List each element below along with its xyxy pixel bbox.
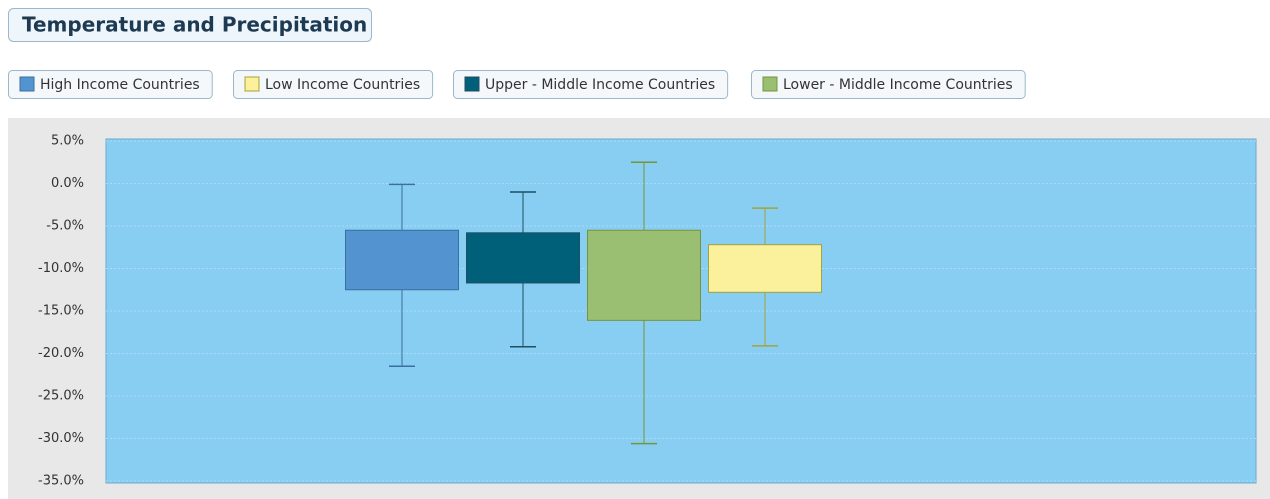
- title-box: [8, 8, 372, 42]
- box: [708, 244, 822, 293]
- y-tick-label: -15.0%: [38, 304, 84, 319]
- legend-label: Lower - Middle Income Countries: [783, 77, 1013, 93]
- legend-item: [453, 70, 729, 99]
- box: [345, 229, 459, 291]
- y-tick-label: -20.0%: [38, 346, 84, 361]
- y-tick-label: 5.0%: [51, 134, 84, 149]
- legend-swatch: [762, 76, 778, 92]
- legend-label: Low Income Countries: [265, 77, 420, 93]
- y-tick-label: -5.0%: [46, 219, 84, 234]
- chart-title: Temperature and Precipitation: [22, 13, 367, 37]
- legend-item: [8, 70, 213, 99]
- y-tick-label: -35.0%: [38, 474, 84, 489]
- legend-item: [751, 70, 1026, 99]
- legend-swatch: [19, 76, 35, 92]
- y-tick-label: -25.0%: [38, 389, 84, 404]
- y-tick-label: -30.0%: [38, 431, 84, 446]
- y-tick-label: 0.0%: [51, 176, 84, 191]
- legend-swatch: [244, 76, 260, 92]
- box: [587, 229, 701, 321]
- legend-item: [233, 70, 434, 99]
- legend-swatch: [464, 76, 480, 92]
- legend-label: High Income Countries: [40, 77, 200, 93]
- box: [466, 232, 580, 284]
- y-tick-label: -10.0%: [38, 261, 84, 276]
- legend-label: Upper - Middle Income Countries: [485, 77, 715, 93]
